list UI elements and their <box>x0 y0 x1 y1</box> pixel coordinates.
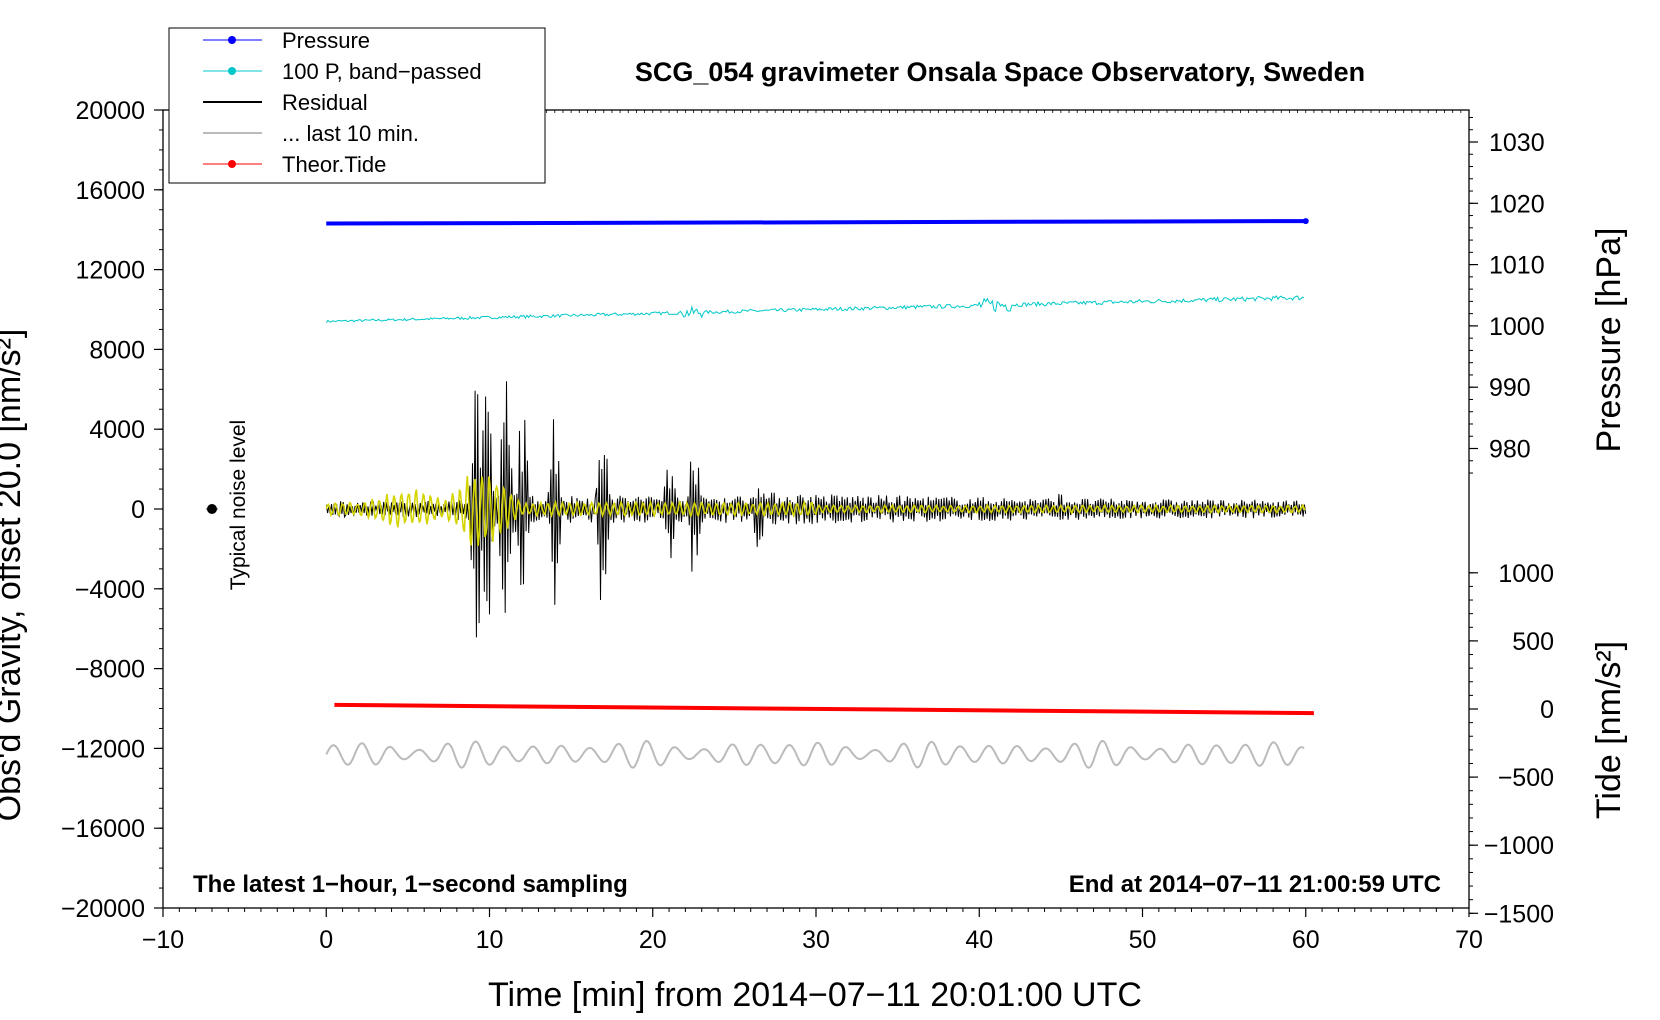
legend-marker <box>228 160 236 168</box>
left-tick-label: 20000 <box>75 97 145 125</box>
left-tick-label: 0 <box>131 496 145 524</box>
pressure-tick-label: 990 <box>1489 374 1531 402</box>
left-tick-label: 4000 <box>89 416 145 444</box>
left-tick-label: −8000 <box>75 656 145 684</box>
legend-marker <box>228 67 236 75</box>
legend-label: Residual <box>282 90 368 115</box>
pressure-tick-label: 1000 <box>1489 313 1545 341</box>
noise-level-marker <box>206 504 217 514</box>
legend: Pressure 100 P, band−passed Residual ... la… <box>168 27 546 184</box>
legend-label: Theor.Tide <box>282 152 386 177</box>
series-last-10-min <box>325 739 1305 769</box>
left-tick-label: 16000 <box>75 177 145 205</box>
x-tick-label: 10 <box>476 926 504 954</box>
x-tick-label: 70 <box>1455 926 1483 954</box>
x-tick-label: 0 <box>319 926 333 954</box>
series-theor-tide <box>334 702 1314 716</box>
pressure-end-point <box>1302 218 1309 225</box>
left-tick-label: −16000 <box>61 815 145 843</box>
pressure-axis-title: Pressure [hPa] <box>1590 228 1628 453</box>
legend-box <box>168 27 546 184</box>
legend-label: Pressure <box>282 28 370 53</box>
tide-tick-label: −1500 <box>1484 900 1554 928</box>
note-right: End at 2014−07−11 21:00:59 UTC <box>1069 871 1441 898</box>
pressure-tick-label: 980 <box>1489 436 1531 464</box>
tide-tick-label: 500 <box>1512 628 1554 656</box>
series-residual <box>325 381 1307 638</box>
left-tick-label: −20000 <box>61 895 145 923</box>
left-tick-label: 12000 <box>75 257 145 285</box>
tide-tick-label: −1000 <box>1484 832 1554 860</box>
chart-title: SCG_054 gravimeter Onsala Space Observat… <box>635 57 1365 87</box>
tide-tick-label: 0 <box>1540 696 1554 724</box>
x-tick-label: 50 <box>1129 926 1157 954</box>
x-tick-label: 20 <box>639 926 667 954</box>
tide-tick-label: 1000 <box>1498 560 1554 588</box>
legend-marker <box>228 36 236 44</box>
legend-label: 100 P, band−passed <box>282 59 482 84</box>
x-tick-label: 40 <box>965 926 993 954</box>
x-axis-title: Time [min] from 2014−07−11 20:01:00 UTC <box>488 976 1142 1014</box>
legend-label: ... last 10 min. <box>282 121 419 146</box>
series-band-passed <box>325 295 1305 323</box>
series-residual-filtered <box>325 475 1306 546</box>
note-left: The latest 1−hour, 1−second sampling <box>193 871 628 898</box>
left-tick-label: 8000 <box>89 336 145 364</box>
pressure-tick-label: 1030 <box>1489 129 1545 157</box>
noise-label: Typical noise level <box>227 420 250 590</box>
left-axis-title: Obs'd Gravity, offset 20.0 [nm/s²] <box>0 329 28 822</box>
tide-axis-title: Tide [nm/s²] <box>1590 641 1628 819</box>
pressure-tick-label: 1020 <box>1489 190 1545 218</box>
series-pressure <box>326 219 1306 226</box>
x-tick-label: −10 <box>142 926 184 954</box>
pressure-tick-label: 1010 <box>1489 252 1545 280</box>
left-tick-label: −12000 <box>61 735 145 763</box>
x-tick-label: 30 <box>802 926 830 954</box>
axes-layer: −10 0 10 20 30 40 50 60 702000016000120008000400… <box>61 97 1554 954</box>
left-tick-label: −4000 <box>75 576 145 604</box>
plot-layer <box>205 218 1314 769</box>
tide-tick-label: −500 <box>1498 764 1554 792</box>
x-tick-label: 60 <box>1292 926 1320 954</box>
